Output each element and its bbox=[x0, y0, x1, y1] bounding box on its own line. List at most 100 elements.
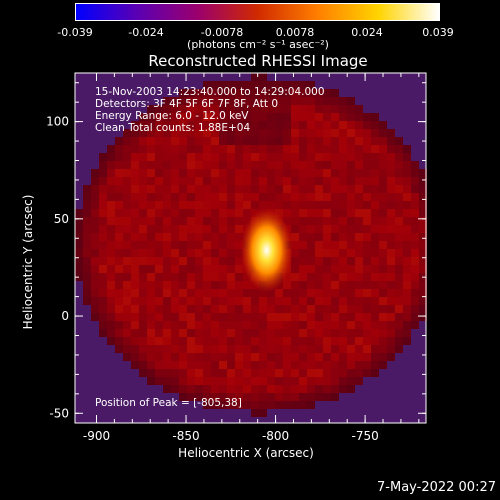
heatmap-cell bbox=[139, 289, 147, 297]
heatmap-cell bbox=[99, 225, 107, 233]
heatmap-cell bbox=[235, 353, 243, 361]
plot-date-stamp: 7-May-2022 00:27 bbox=[377, 480, 496, 495]
heatmap-cell bbox=[91, 281, 99, 289]
heatmap-cell bbox=[267, 401, 275, 409]
heatmap-image bbox=[75, 73, 427, 423]
heatmap-cell bbox=[203, 161, 211, 169]
heatmap-cell bbox=[347, 153, 355, 161]
heatmap-cell bbox=[299, 329, 307, 337]
heatmap-cell bbox=[419, 177, 427, 185]
heatmap-cell bbox=[299, 377, 307, 385]
heatmap-cell bbox=[203, 265, 211, 273]
heatmap-cell bbox=[347, 297, 355, 305]
heatmap-cell bbox=[91, 193, 99, 201]
heatmap-cell bbox=[155, 321, 163, 329]
heatmap-cell bbox=[259, 169, 267, 177]
heatmap-cell bbox=[139, 233, 147, 241]
heatmap-cell bbox=[395, 225, 403, 233]
heatmap-cell bbox=[379, 121, 387, 129]
heatmap-cell bbox=[99, 169, 107, 177]
heatmap-cell bbox=[139, 177, 147, 185]
heatmap-cell bbox=[251, 297, 259, 305]
heatmap-cell bbox=[211, 297, 219, 305]
heatmap-cell bbox=[91, 209, 99, 217]
heatmap-cell bbox=[307, 249, 315, 257]
heatmap-cell bbox=[395, 305, 403, 313]
heatmap-cell bbox=[147, 353, 155, 361]
heatmap-cell bbox=[307, 385, 315, 393]
heatmap-cell bbox=[179, 105, 187, 113]
heatmap-cell bbox=[243, 129, 251, 137]
heatmap-cell bbox=[187, 385, 195, 393]
heatmap-cell bbox=[323, 225, 331, 233]
heatmap-cell bbox=[283, 329, 291, 337]
heatmap-cell bbox=[291, 209, 299, 217]
heatmap-cell bbox=[387, 177, 395, 185]
heatmap-cell bbox=[419, 305, 427, 313]
heatmap-cell bbox=[291, 257, 299, 265]
heatmap-cell bbox=[227, 161, 235, 169]
heatmap-cell bbox=[411, 313, 419, 321]
heatmap-cell bbox=[211, 145, 219, 153]
heatmap-cell bbox=[283, 113, 291, 121]
heatmap-cell bbox=[195, 249, 203, 257]
heatmap-cell bbox=[347, 241, 355, 249]
heatmap-cell bbox=[347, 105, 355, 113]
heatmap-cell bbox=[195, 209, 203, 217]
heatmap-cell bbox=[83, 209, 91, 217]
heatmap-cell bbox=[419, 209, 427, 217]
heatmap-cell bbox=[395, 313, 403, 321]
heatmap-cell bbox=[115, 145, 123, 153]
heatmap-cell bbox=[315, 321, 323, 329]
heatmap-cell bbox=[171, 105, 179, 113]
heatmap-cell bbox=[403, 273, 411, 281]
heatmap-cell bbox=[323, 385, 331, 393]
heatmap-cell bbox=[275, 329, 283, 337]
heatmap-cell bbox=[147, 201, 155, 209]
heatmap-cell bbox=[251, 169, 259, 177]
heatmap-cell bbox=[347, 353, 355, 361]
heatmap-cell bbox=[243, 329, 251, 337]
heatmap-cell bbox=[363, 137, 371, 145]
heatmap-cell bbox=[339, 97, 347, 105]
heatmap-cell bbox=[395, 321, 403, 329]
heatmap-cell bbox=[195, 257, 203, 265]
heatmap-cell bbox=[315, 289, 323, 297]
heatmap-cell bbox=[187, 185, 195, 193]
heatmap-cell bbox=[291, 353, 299, 361]
heatmap-cell bbox=[235, 337, 243, 345]
heatmap-cell bbox=[131, 321, 139, 329]
heatmap-cell bbox=[275, 305, 283, 313]
heatmap-cell bbox=[355, 105, 363, 113]
heatmap-cell bbox=[211, 385, 219, 393]
heatmap-cell bbox=[91, 273, 99, 281]
heatmap-cell bbox=[395, 289, 403, 297]
heatmap-cell bbox=[347, 273, 355, 281]
heatmap-cell bbox=[107, 161, 115, 169]
heatmap-cell bbox=[155, 337, 163, 345]
heatmap-cell bbox=[179, 225, 187, 233]
heatmap-cell bbox=[83, 249, 91, 257]
heatmap-cell bbox=[347, 321, 355, 329]
heatmap-cell bbox=[107, 153, 115, 161]
heatmap-cell bbox=[307, 185, 315, 193]
heatmap-cell bbox=[155, 193, 163, 201]
heatmap-cell bbox=[107, 289, 115, 297]
heatmap-cell bbox=[235, 177, 243, 185]
heatmap-cell bbox=[219, 297, 227, 305]
heatmap-cell bbox=[219, 145, 227, 153]
heatmap-cell bbox=[259, 361, 267, 369]
heatmap-cell bbox=[91, 249, 99, 257]
heatmap-cell bbox=[115, 225, 123, 233]
heatmap-cell bbox=[339, 113, 347, 121]
heatmap-cell bbox=[259, 297, 267, 305]
heatmap-cell bbox=[379, 145, 387, 153]
heatmap-cell bbox=[219, 177, 227, 185]
heatmap-cell bbox=[235, 249, 243, 257]
heatmap-cell bbox=[171, 169, 179, 177]
heatmap-cell bbox=[299, 209, 307, 217]
heatmap-cell bbox=[379, 345, 387, 353]
heatmap-cell bbox=[99, 201, 107, 209]
heatmap-cell bbox=[187, 321, 195, 329]
heatmap-cell bbox=[395, 297, 403, 305]
